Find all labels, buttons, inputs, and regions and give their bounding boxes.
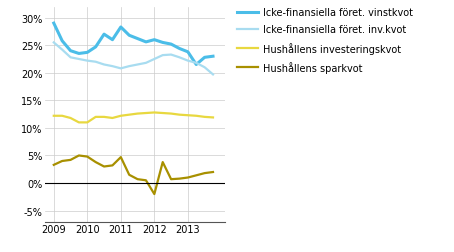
Hushållens sparkvot	[118, 156, 123, 159]
Hushållens sparkvot	[185, 176, 191, 179]
Icke-finansiella föret. inv.kvot	[110, 65, 115, 68]
Icke-finansiella föret. inv.kvot	[118, 68, 123, 71]
Hushållens investeringskvot	[143, 112, 148, 115]
Hushållens investeringskvot	[59, 115, 65, 118]
Hushållens investeringskvot	[51, 115, 56, 118]
Hushållens investeringskvot	[118, 115, 123, 118]
Hushållens investeringskvot	[168, 113, 174, 116]
Hushållens investeringskvot	[202, 116, 207, 119]
Hushållens sparkvot	[210, 171, 216, 174]
Icke-finansiella föret. vinstkvot	[110, 39, 115, 42]
Icke-finansiella föret. inv.kvot	[135, 64, 140, 67]
Legend: Icke-finansiella föret. vinstkvot, Icke-finansiella föret. inv.kvot, Hushållens : Icke-finansiella föret. vinstkvot, Icke-…	[237, 8, 413, 74]
Line: Icke-finansiella föret. vinstkvot: Icke-finansiella föret. vinstkvot	[54, 24, 213, 65]
Hushållens investeringskvot	[101, 116, 107, 119]
Icke-finansiella föret. vinstkvot	[168, 43, 174, 46]
Hushållens investeringskvot	[110, 117, 115, 120]
Icke-finansiella föret. inv.kvot	[185, 60, 191, 63]
Icke-finansiella föret. inv.kvot	[76, 58, 82, 61]
Icke-finansiella föret. inv.kvot	[127, 65, 132, 68]
Hushållens investeringskvot	[135, 113, 140, 116]
Hushållens investeringskvot	[177, 114, 182, 117]
Icke-finansiella föret. vinstkvot	[127, 35, 132, 38]
Hushållens investeringskvot	[152, 111, 157, 114]
Icke-finansiella föret. inv.kvot	[193, 62, 199, 65]
Icke-finansiella föret. inv.kvot	[101, 64, 107, 67]
Hushållens sparkvot	[68, 159, 73, 162]
Icke-finansiella föret. vinstkvot	[84, 52, 90, 55]
Hushållens investeringskvot	[76, 121, 82, 124]
Hushållens sparkvot	[127, 174, 132, 177]
Icke-finansiella föret. vinstkvot	[118, 26, 123, 29]
Hushållens sparkvot	[76, 154, 82, 157]
Hushållens sparkvot	[177, 177, 182, 180]
Icke-finansiella föret. inv.kvot	[152, 58, 157, 61]
Hushållens investeringskvot	[185, 114, 191, 117]
Icke-finansiella föret. vinstkvot	[59, 40, 65, 43]
Icke-finansiella föret. inv.kvot	[68, 57, 73, 60]
Hushållens sparkvot	[168, 178, 174, 181]
Icke-finansiella föret. inv.kvot	[177, 57, 182, 60]
Icke-finansiella föret. vinstkvot	[76, 53, 82, 56]
Icke-finansiella föret. vinstkvot	[68, 50, 73, 53]
Hushållens sparkvot	[160, 161, 165, 164]
Icke-finansiella föret. inv.kvot	[168, 54, 174, 57]
Icke-finansiella föret. vinstkvot	[193, 64, 199, 67]
Hushållens investeringskvot	[127, 114, 132, 117]
Icke-finansiella föret. vinstkvot	[51, 22, 56, 25]
Line: Icke-finansiella föret. inv.kvot: Icke-finansiella föret. inv.kvot	[54, 43, 213, 75]
Icke-finansiella föret. vinstkvot	[177, 48, 182, 51]
Hushållens sparkvot	[110, 164, 115, 167]
Icke-finansiella föret. vinstkvot	[202, 57, 207, 60]
Icke-finansiella föret. inv.kvot	[51, 42, 56, 45]
Icke-finansiella föret. inv.kvot	[210, 74, 216, 77]
Hushållens sparkvot	[193, 174, 199, 177]
Hushållens investeringskvot	[160, 112, 165, 115]
Icke-finansiella föret. inv.kvot	[143, 62, 148, 65]
Hushållens sparkvot	[202, 172, 207, 175]
Hushållens sparkvot	[152, 193, 157, 196]
Hushållens sparkvot	[135, 178, 140, 181]
Hushållens investeringskvot	[210, 116, 216, 119]
Hushållens sparkvot	[101, 165, 107, 168]
Icke-finansiella föret. inv.kvot	[84, 60, 90, 63]
Icke-finansiella föret. vinstkvot	[160, 42, 165, 45]
Icke-finansiella föret. vinstkvot	[210, 55, 216, 58]
Icke-finansiella föret. vinstkvot	[93, 46, 99, 49]
Icke-finansiella föret. inv.kvot	[160, 54, 165, 57]
Hushållens sparkvot	[59, 160, 65, 163]
Hushållens sparkvot	[143, 179, 148, 182]
Hushållens sparkvot	[51, 164, 56, 167]
Line: Hushållens sparkvot: Hushållens sparkvot	[54, 156, 213, 194]
Icke-finansiella föret. vinstkvot	[135, 38, 140, 41]
Line: Hushållens investeringskvot: Hushållens investeringskvot	[54, 113, 213, 123]
Icke-finansiella föret. vinstkvot	[185, 51, 191, 54]
Hushållens investeringskvot	[193, 115, 199, 118]
Icke-finansiella föret. inv.kvot	[93, 61, 99, 64]
Hushållens investeringskvot	[93, 116, 99, 119]
Icke-finansiella föret. vinstkvot	[101, 34, 107, 37]
Icke-finansiella föret. vinstkvot	[152, 39, 157, 42]
Hushållens investeringskvot	[84, 121, 90, 124]
Icke-finansiella föret. inv.kvot	[202, 67, 207, 70]
Icke-finansiella föret. inv.kvot	[59, 49, 65, 52]
Hushållens sparkvot	[93, 161, 99, 164]
Hushållens investeringskvot	[68, 117, 73, 120]
Hushållens sparkvot	[84, 155, 90, 159]
Icke-finansiella föret. vinstkvot	[143, 41, 148, 44]
